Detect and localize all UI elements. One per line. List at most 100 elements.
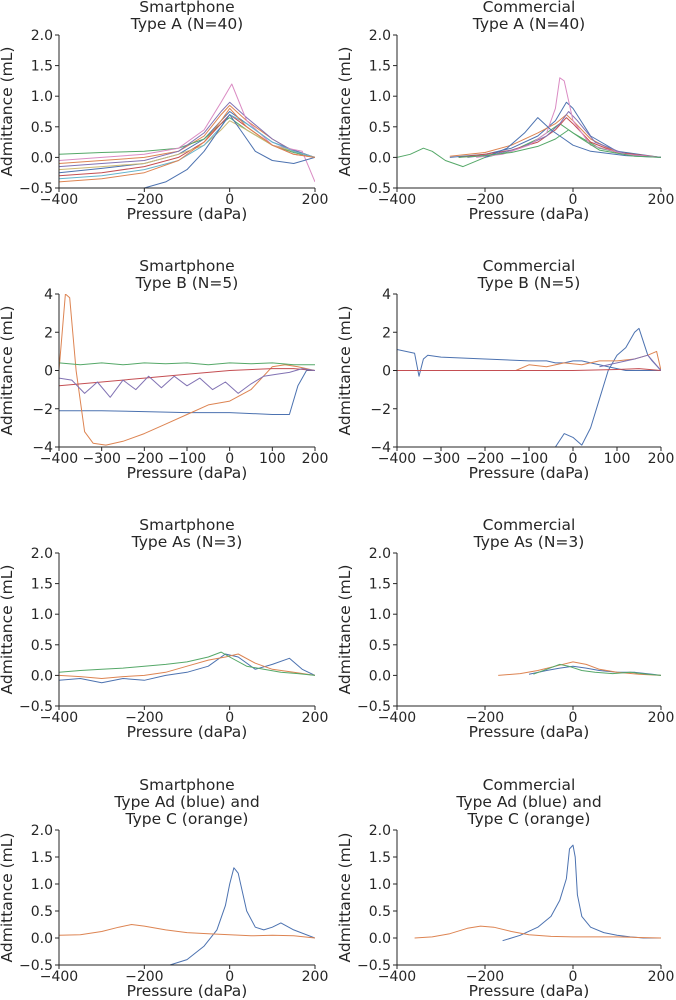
x-axis-label: Pressure (daPa)	[469, 205, 590, 223]
series-line-ear-3	[59, 651, 315, 676]
series-line-ear-7	[484, 117, 661, 158]
series-group	[59, 83, 315, 188]
x-tick-label: 200	[648, 192, 675, 208]
series-line-type-c	[414, 925, 661, 939]
chart-title-line: Type C (orange)	[125, 810, 249, 828]
x-tick-label: 0	[569, 451, 578, 467]
y-tick-label: −0.5	[357, 181, 391, 197]
chart-title-line: Type As (N=3)	[131, 533, 243, 551]
x-tick-label: 200	[648, 969, 675, 985]
x-axis-label: Pressure (daPa)	[127, 723, 248, 741]
y-tick-label: 0.0	[31, 150, 53, 166]
series-line-ear-5	[59, 101, 315, 168]
x-tick-label: 200	[302, 969, 329, 985]
y-axis-label: Admittance (mL)	[0, 565, 16, 695]
y-tick-label: 0.0	[369, 668, 391, 684]
y-tick-label: 0.0	[31, 931, 53, 947]
x-axis-label: Pressure (daPa)	[127, 205, 248, 223]
series-group	[397, 77, 661, 168]
x-tick-label: −300	[82, 451, 120, 467]
x-tick-label: 200	[648, 451, 675, 467]
chart-title-line: Type As (N=3)	[473, 533, 585, 551]
chart-title-line: Type Ad (blue) and	[455, 793, 601, 811]
x-tick-label: −200	[125, 451, 163, 467]
series-line-ear-10	[59, 107, 315, 183]
x-tick-label: −400	[378, 192, 416, 208]
y-tick-label: 2.0	[369, 823, 391, 839]
series-line-ear-3	[59, 362, 315, 366]
y-tick-label: −2	[370, 402, 391, 418]
series-line-ear-5	[599, 354, 661, 371]
series-line-ear-2	[59, 294, 315, 446]
y-tick-label: 0	[382, 364, 391, 380]
x-tick-label: −300	[422, 451, 460, 467]
y-tick-label: 1.0	[31, 607, 53, 623]
chart-title-line: Commercial	[483, 257, 576, 275]
y-tick-label: 4	[382, 287, 391, 303]
y-axis-label: Admittance (mL)	[336, 306, 354, 436]
chart-title-line: Commercial	[483, 776, 576, 794]
x-tick-label: −400	[378, 969, 416, 985]
x-tick-label: −400	[40, 451, 78, 467]
chart-title-line: Smartphone	[139, 516, 234, 534]
series-line-ear-4	[59, 368, 315, 387]
series-line-ear-5	[467, 111, 661, 158]
x-axis-label: Pressure (daPa)	[469, 982, 590, 1000]
x-tick-label: −400	[378, 451, 416, 467]
y-tick-label: 2.0	[369, 28, 391, 44]
x-axis-label: Pressure (daPa)	[469, 723, 590, 741]
y-tick-label: 0.0	[31, 668, 53, 684]
y-tick-label: 0.5	[369, 638, 391, 654]
y-tick-label: 1.0	[31, 89, 53, 105]
y-tick-label: 1.0	[369, 877, 391, 893]
x-tick-label: −100	[168, 451, 206, 467]
x-tick-label: 0	[225, 710, 234, 726]
y-tick-label: 2.0	[31, 823, 53, 839]
x-tick-label: 0	[225, 451, 234, 467]
y-tick-label: 1.0	[369, 89, 391, 105]
chart-title-line: Smartphone	[139, 0, 234, 16]
chart-title-line: Type C (orange)	[467, 810, 591, 828]
y-tick-label: 0.5	[31, 904, 53, 920]
series-line-ear-1	[397, 349, 661, 377]
series-group	[498, 661, 661, 676]
series-line-ear-4	[397, 368, 661, 371]
y-tick-label: 1.5	[31, 850, 53, 866]
chart-title-line: Type B (N=5)	[135, 274, 239, 292]
series-group	[59, 651, 315, 684]
series-group	[59, 294, 315, 446]
x-tick-label: 0	[569, 192, 578, 208]
y-axis-label: Admittance (mL)	[336, 833, 354, 963]
series-line-ear-3	[515, 350, 661, 371]
x-tick-label: −400	[378, 710, 416, 726]
x-tick-label: −400	[40, 192, 78, 208]
y-tick-label: 2.0	[369, 546, 391, 562]
chart-title-line: Commercial	[483, 516, 576, 534]
x-tick-label: −200	[466, 451, 504, 467]
chart-title-line: Type A (N=40)	[472, 15, 585, 33]
x-tick-label: 200	[648, 710, 675, 726]
y-tick-label: 1.5	[31, 577, 53, 593]
y-tick-label: 1.5	[369, 59, 391, 75]
x-tick-label: 200	[302, 451, 329, 467]
x-tick-label: −400	[40, 710, 78, 726]
x-tick-label: −200	[125, 192, 163, 208]
x-axis-label: Pressure (daPa)	[469, 464, 590, 482]
y-tick-label: −4	[32, 440, 53, 456]
series-line-ear-8	[458, 129, 661, 158]
y-axis-label: Admittance (mL)	[0, 833, 16, 963]
x-tick-label: 200	[302, 710, 329, 726]
chart-title-line: Type B (N=5)	[477, 274, 581, 292]
y-tick-label: 1.5	[369, 850, 391, 866]
x-tick-label: 0	[225, 969, 234, 985]
x-tick-label: −200	[125, 969, 163, 985]
x-tick-label: −200	[125, 710, 163, 726]
y-tick-label: 0.5	[31, 120, 53, 136]
series-line-type-ad	[169, 867, 315, 965]
